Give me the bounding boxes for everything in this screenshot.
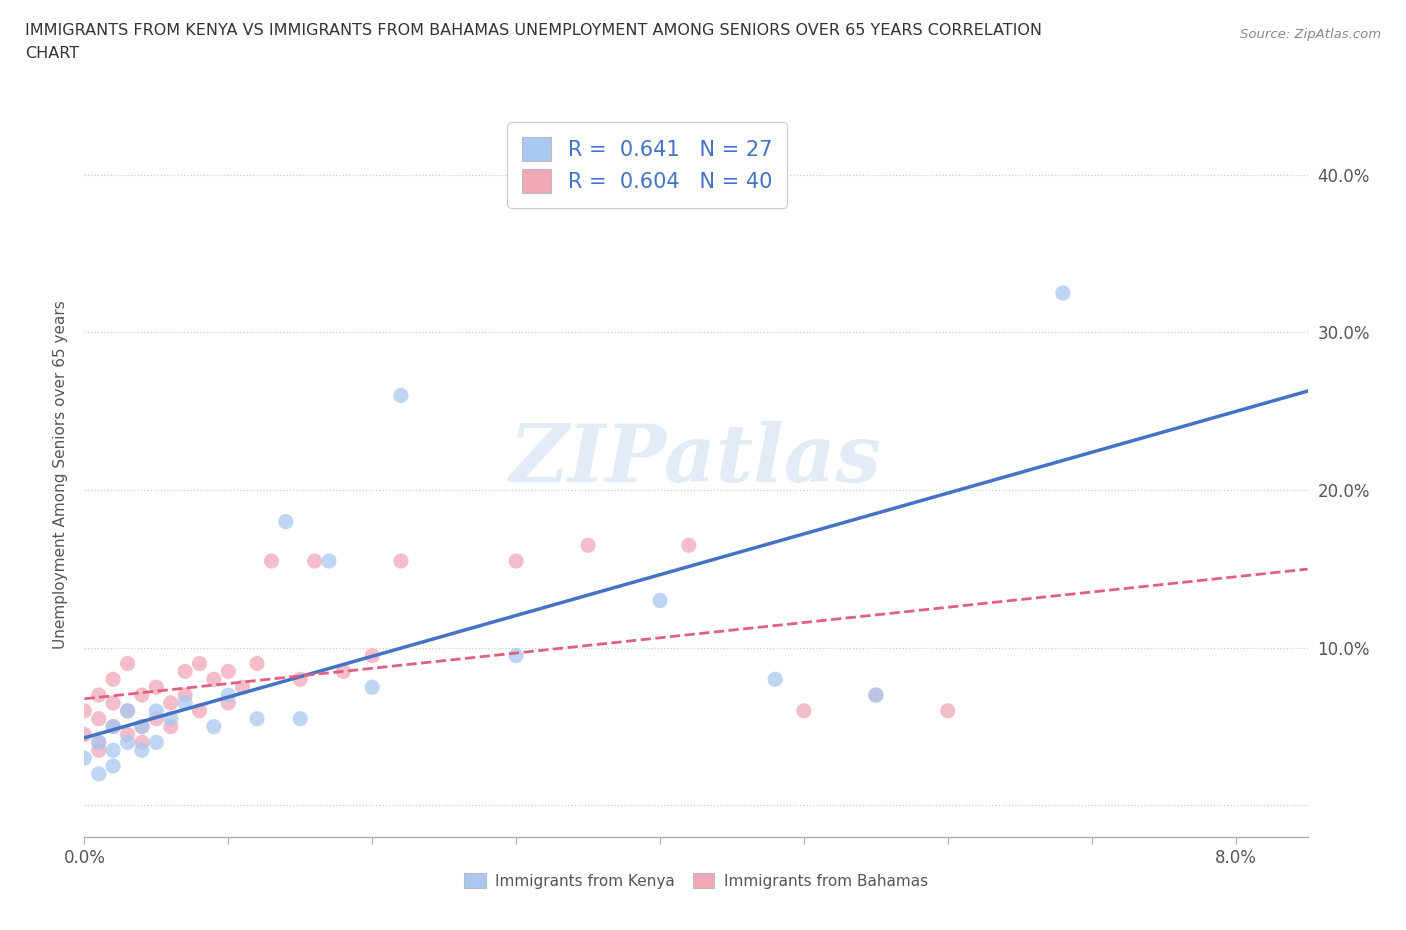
- Point: [648, 593, 671, 608]
- Point: [763, 671, 786, 686]
- Point: [505, 553, 527, 568]
- Point: [131, 687, 153, 702]
- Point: [101, 671, 124, 686]
- Point: [87, 766, 110, 781]
- Point: [117, 656, 139, 671]
- Point: [145, 735, 167, 750]
- Point: [936, 703, 959, 718]
- Point: [389, 388, 412, 403]
- Point: [87, 687, 110, 702]
- Point: [217, 687, 239, 702]
- Point: [865, 687, 887, 702]
- Point: [101, 696, 124, 711]
- Point: [145, 703, 167, 718]
- Point: [159, 719, 181, 734]
- Point: [232, 680, 254, 695]
- Point: [117, 727, 139, 742]
- Point: [174, 687, 197, 702]
- Point: [117, 735, 139, 750]
- Point: [87, 735, 110, 750]
- Point: [131, 743, 153, 758]
- Point: [202, 719, 225, 734]
- Point: [1052, 286, 1074, 300]
- Point: [576, 538, 599, 552]
- Point: [290, 711, 312, 726]
- Point: [361, 680, 384, 695]
- Point: [131, 719, 153, 734]
- Point: [145, 680, 167, 695]
- Point: [87, 711, 110, 726]
- Point: [87, 735, 110, 750]
- Point: [159, 696, 181, 711]
- Text: CHART: CHART: [25, 46, 79, 60]
- Text: IMMIGRANTS FROM KENYA VS IMMIGRANTS FROM BAHAMAS UNEMPLOYMENT AMONG SENIORS OVER: IMMIGRANTS FROM KENYA VS IMMIGRANTS FROM…: [25, 23, 1042, 38]
- Point: [389, 553, 412, 568]
- Point: [131, 719, 153, 734]
- Point: [87, 743, 110, 758]
- Point: [274, 514, 297, 529]
- Point: [217, 696, 239, 711]
- Point: [260, 553, 283, 568]
- Point: [101, 719, 124, 734]
- Point: [188, 656, 211, 671]
- Point: [174, 664, 197, 679]
- Point: [73, 703, 96, 718]
- Point: [174, 696, 197, 711]
- Legend: Immigrants from Kenya, Immigrants from Bahamas: Immigrants from Kenya, Immigrants from B…: [458, 867, 934, 895]
- Point: [131, 735, 153, 750]
- Point: [246, 656, 269, 671]
- Point: [101, 719, 124, 734]
- Point: [361, 648, 384, 663]
- Point: [290, 671, 312, 686]
- Point: [159, 711, 181, 726]
- Point: [117, 703, 139, 718]
- Y-axis label: Unemployment Among Seniors over 65 years: Unemployment Among Seniors over 65 years: [52, 300, 67, 649]
- Point: [117, 703, 139, 718]
- Point: [505, 648, 527, 663]
- Point: [202, 671, 225, 686]
- Text: Source: ZipAtlas.com: Source: ZipAtlas.com: [1240, 28, 1381, 41]
- Point: [73, 751, 96, 765]
- Point: [101, 759, 124, 774]
- Point: [865, 687, 887, 702]
- Text: ZIPatlas: ZIPatlas: [510, 421, 882, 498]
- Point: [73, 727, 96, 742]
- Point: [101, 743, 124, 758]
- Point: [318, 553, 340, 568]
- Point: [246, 711, 269, 726]
- Point: [678, 538, 700, 552]
- Point: [332, 664, 354, 679]
- Point: [145, 711, 167, 726]
- Point: [793, 703, 815, 718]
- Point: [188, 703, 211, 718]
- Point: [304, 553, 326, 568]
- Point: [217, 664, 239, 679]
